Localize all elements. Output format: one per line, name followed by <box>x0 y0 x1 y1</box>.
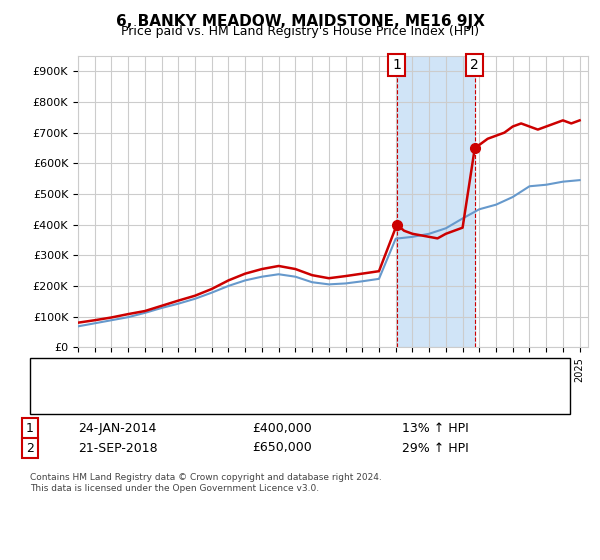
Text: 6, BANKY MEADOW, MAIDSTONE, ME16 9JX (detached house): 6, BANKY MEADOW, MAIDSTONE, ME16 9JX (de… <box>96 379 415 389</box>
Text: HPI: Average price, detached house, Maidstone: HPI: Average price, detached house, Maid… <box>96 397 343 407</box>
Text: ──: ── <box>54 375 74 393</box>
Text: 24-JAN-2014: 24-JAN-2014 <box>78 422 157 435</box>
Text: 2: 2 <box>26 441 34 455</box>
Text: 21-SEP-2018: 21-SEP-2018 <box>78 441 158 455</box>
Text: ──: ── <box>54 393 74 411</box>
Text: 1: 1 <box>392 58 401 72</box>
Text: 2: 2 <box>470 58 479 72</box>
Text: £650,000: £650,000 <box>252 441 312 455</box>
Text: 1: 1 <box>26 422 34 435</box>
Text: 29% ↑ HPI: 29% ↑ HPI <box>402 441 469 455</box>
Text: Price paid vs. HM Land Registry's House Price Index (HPI): Price paid vs. HM Land Registry's House … <box>121 25 479 38</box>
Text: Contains HM Land Registry data © Crown copyright and database right 2024.
This d: Contains HM Land Registry data © Crown c… <box>30 473 382 493</box>
Bar <box>397 56 475 347</box>
Text: 13% ↑ HPI: 13% ↑ HPI <box>402 422 469 435</box>
Text: £400,000: £400,000 <box>252 422 312 435</box>
Text: 6, BANKY MEADOW, MAIDSTONE, ME16 9JX: 6, BANKY MEADOW, MAIDSTONE, ME16 9JX <box>116 14 484 29</box>
